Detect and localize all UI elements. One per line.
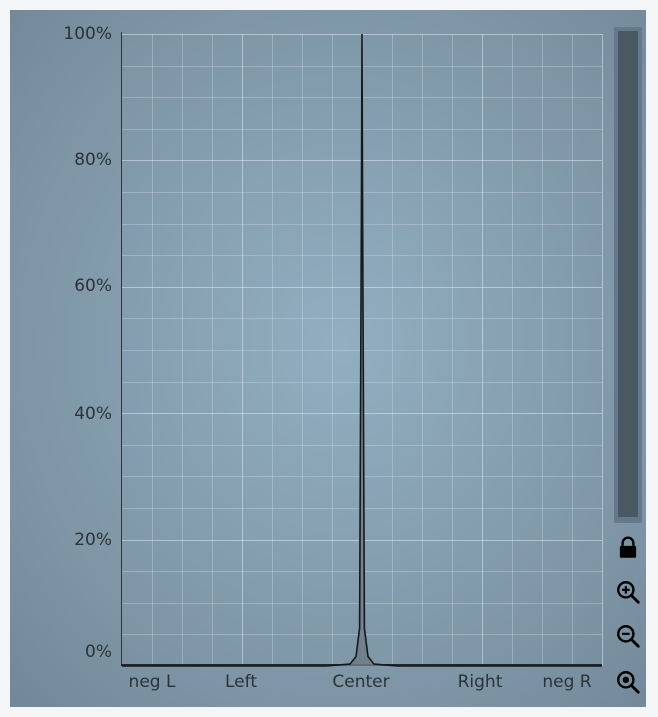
grid-line-vertical — [332, 34, 333, 666]
grid-line-vertical — [212, 34, 213, 666]
distribution-area — [122, 34, 602, 666]
x-tick-label: Right — [457, 672, 503, 692]
grid-line-vertical — [602, 34, 603, 666]
grid-line-vertical — [242, 34, 243, 666]
y-axis-line — [121, 32, 122, 666]
grid-line-vertical — [392, 34, 393, 666]
y-tick-label: 40% — [74, 404, 112, 424]
grid-line-vertical — [152, 34, 153, 666]
y-tick-label: 20% — [74, 530, 112, 550]
distribution-plot — [122, 33, 602, 667]
grid-line-vertical — [272, 34, 273, 666]
x-tick-label: Center — [332, 672, 390, 692]
grid-line-vertical — [452, 34, 453, 666]
vertical-scrollbar[interactable] — [614, 27, 642, 523]
grid-line-vertical — [422, 34, 423, 666]
zoom-in-icon-glyph — [617, 581, 640, 604]
lock-icon[interactable] — [612, 532, 644, 564]
histogram-panel: 100% 80% 60% 40% 20% 0% neg L Left Cente… — [10, 10, 646, 707]
x-tick-label: neg R — [542, 672, 592, 692]
zoom-in-icon[interactable] — [612, 576, 644, 608]
distribution-line — [122, 33, 602, 667]
y-tick-label: 100% — [63, 24, 112, 44]
grid-line-vertical — [302, 34, 303, 666]
y-tick-label: 80% — [74, 150, 112, 170]
zoom-reset-icon[interactable] — [612, 666, 644, 698]
y-tick-label: 60% — [74, 276, 112, 296]
zoom-out-icon[interactable] — [612, 620, 644, 652]
grid-line-vertical — [572, 34, 573, 666]
scrollbar-thumb[interactable] — [618, 31, 638, 517]
x-tick-label: Left — [225, 672, 257, 692]
grid-line-vertical — [482, 34, 483, 666]
grid-line-vertical — [542, 34, 543, 666]
zoom-reset-icon-glyph — [617, 671, 640, 694]
y-tick-label: 0% — [85, 642, 112, 662]
x-tick-label: neg L — [128, 672, 176, 692]
grid-line-vertical — [512, 34, 513, 666]
lock-icon-glyph — [619, 536, 637, 558]
zoom-out-icon-glyph — [617, 625, 640, 648]
grid-line-vertical — [182, 34, 183, 666]
